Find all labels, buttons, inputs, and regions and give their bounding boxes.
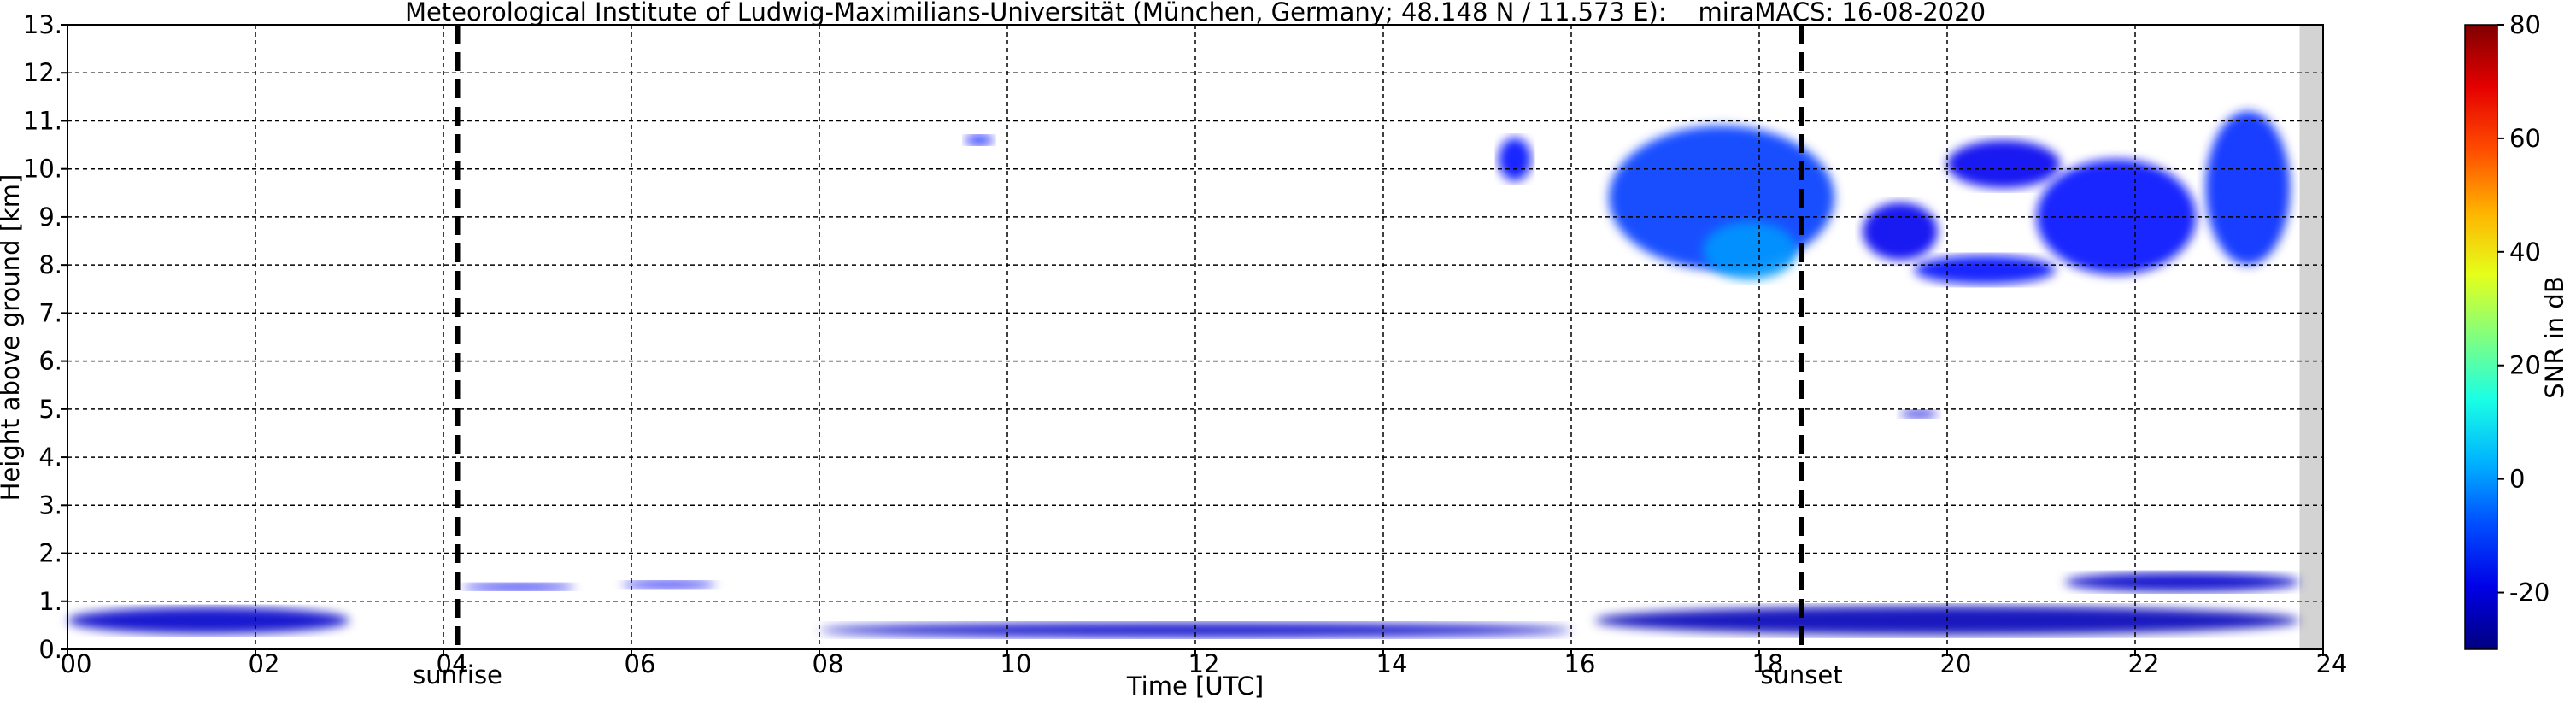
event-label: sunrise xyxy=(413,660,502,689)
y-tick-label: 12. xyxy=(23,58,62,87)
echo xyxy=(2064,572,2300,592)
no-data-region xyxy=(2299,25,2323,649)
echo xyxy=(1703,221,1797,280)
y-tick-label: 2. xyxy=(38,539,62,568)
echo xyxy=(462,583,575,591)
y-tick-label: 3. xyxy=(38,490,62,519)
colorbar-tick-label: 0 xyxy=(2509,465,2525,494)
y-tick-label: 7. xyxy=(38,298,62,327)
x-tick-label: 00 xyxy=(61,649,92,678)
x-axis-label: Time [UTC] xyxy=(1126,672,1264,701)
y-tick-label: 11. xyxy=(23,106,62,135)
y-tick-label: 13. xyxy=(23,10,62,39)
y-tick-label: 0. xyxy=(38,635,62,664)
echo xyxy=(1863,202,1938,261)
x-tick-label: 14 xyxy=(1376,649,1408,678)
colorbar-tick-label: 40 xyxy=(2509,238,2541,267)
y-tick-label: 8. xyxy=(38,250,62,279)
x-tick-label: 08 xyxy=(813,649,844,678)
echo xyxy=(1947,139,2060,189)
x-tick-label: 16 xyxy=(1564,649,1596,678)
echo xyxy=(2205,111,2291,266)
colorbar-tick-label: 80 xyxy=(2509,10,2541,39)
echo xyxy=(1900,410,1938,418)
echo xyxy=(1914,255,2056,285)
x-tick-label: 10 xyxy=(1000,649,1032,678)
y-tick-label: 9. xyxy=(38,202,62,232)
y-tick-label: 5. xyxy=(38,395,62,424)
x-tick-label: 02 xyxy=(249,649,280,678)
echo xyxy=(67,607,349,634)
y-tick-label: 1. xyxy=(38,587,62,616)
y-tick-label: 10. xyxy=(23,155,62,184)
x-tick-label: 24 xyxy=(2316,649,2348,678)
echo xyxy=(1498,138,1532,181)
echo xyxy=(965,135,994,145)
x-tick-label: 06 xyxy=(625,649,656,678)
x-tick-label: 04 xyxy=(437,649,468,678)
colorbar-tick-label: 20 xyxy=(2509,351,2541,380)
chart-title: Meteorological Institute of Ludwig-Maxim… xyxy=(405,0,1986,26)
colorbar xyxy=(2464,24,2498,650)
colorbar-tick-label: -20 xyxy=(2509,578,2550,607)
y-tick-label: 6. xyxy=(38,347,62,376)
echo xyxy=(622,580,716,589)
y-tick-label: 4. xyxy=(38,443,62,472)
x-tick-label: 18 xyxy=(1752,649,1784,678)
colorbar-tick-label: 60 xyxy=(2509,124,2541,153)
event-label: sunset xyxy=(1760,660,1842,689)
x-tick-label: 20 xyxy=(1940,649,1972,678)
x-tick-label: 22 xyxy=(2128,649,2160,678)
x-tick-label: 12 xyxy=(1188,649,1220,678)
colorbar-label: SNR in dB xyxy=(2540,276,2569,398)
y-axis-label: Height above ground [km] xyxy=(0,174,25,502)
